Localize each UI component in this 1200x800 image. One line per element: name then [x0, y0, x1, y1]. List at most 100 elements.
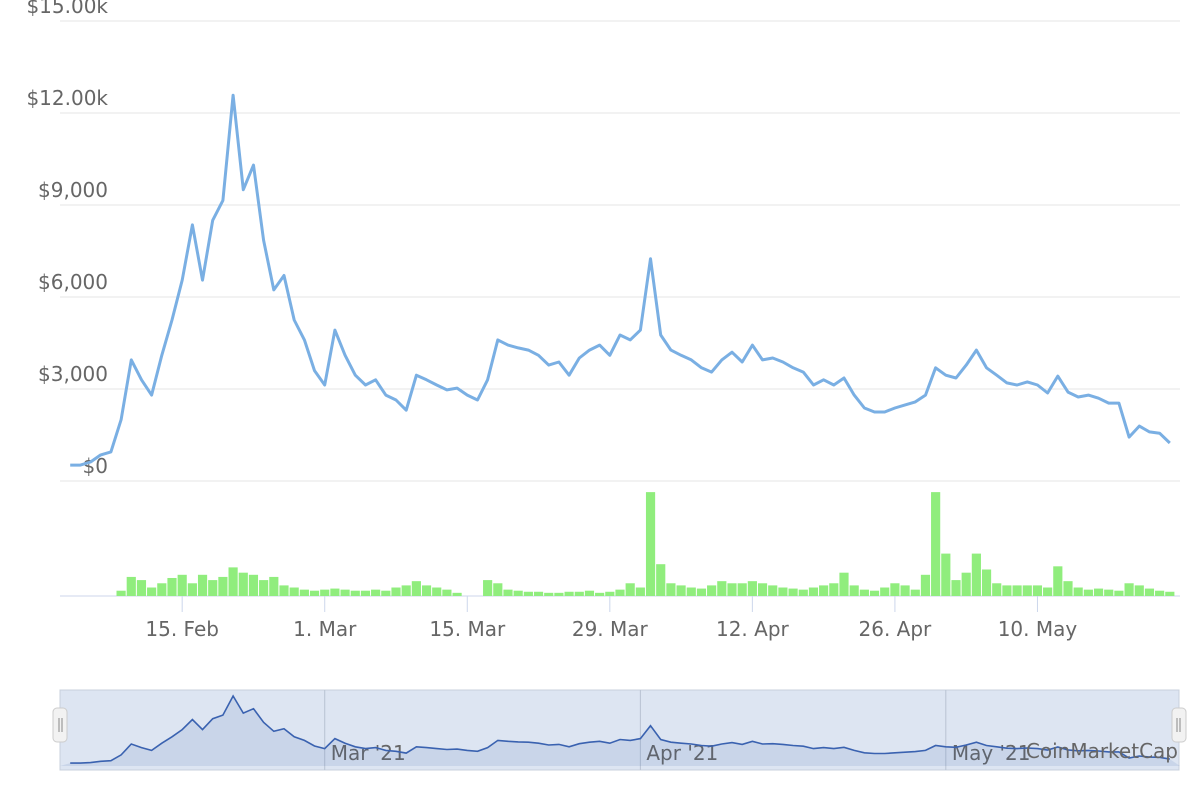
volume-bar — [1165, 591, 1175, 596]
volume-bar — [696, 588, 707, 596]
volume-bar — [717, 581, 727, 596]
volume-bar — [309, 590, 320, 596]
volume-bar — [1083, 589, 1093, 596]
volume-bar — [1134, 585, 1144, 596]
volume-bar — [452, 592, 462, 596]
volume-bar — [1093, 588, 1104, 596]
volume-bar — [1155, 590, 1165, 596]
volume-bar — [798, 589, 808, 596]
volume-bar — [238, 572, 248, 596]
y-tick-label: $6,000 — [38, 270, 108, 294]
volume-bar — [320, 589, 330, 596]
volume-bar — [116, 590, 126, 596]
volume-bar — [269, 576, 279, 596]
volume-bar — [1124, 583, 1134, 596]
y-tick-label: $9,000 — [38, 178, 108, 202]
volume-bar — [391, 587, 401, 596]
volume-bar — [279, 585, 289, 596]
volume-bar — [910, 589, 920, 596]
volume-bar — [1032, 585, 1043, 596]
volume-bar — [727, 583, 737, 596]
volume-bar — [513, 590, 523, 596]
x-tick-label: 15. Mar — [429, 617, 506, 641]
volume-bar — [187, 583, 197, 596]
volume-bar — [971, 553, 981, 596]
volume-bar — [707, 585, 717, 596]
volume-bar — [595, 592, 605, 596]
volume-bar — [136, 580, 147, 596]
volume-bar — [737, 583, 747, 596]
y-tick-label: $12.00k — [26, 86, 108, 110]
volume-bar — [544, 592, 554, 596]
volume-bar — [1012, 585, 1022, 596]
volume-bar — [778, 587, 788, 596]
volume-bar — [340, 589, 350, 596]
volume-bar — [483, 580, 493, 596]
volume-bar — [656, 564, 666, 596]
volume-bar — [1002, 585, 1012, 596]
volume-bar — [503, 589, 513, 596]
navigator-tick-label: Apr '21 — [646, 741, 718, 765]
volume-bar — [564, 591, 574, 596]
volume-bar — [442, 589, 452, 596]
volume-bar — [1063, 581, 1073, 596]
volume-bar — [381, 590, 391, 596]
volume-bar — [625, 583, 635, 596]
volume-bar — [849, 585, 859, 596]
y-tick-label: $3,000 — [38, 362, 108, 386]
volume-bar — [350, 590, 360, 596]
volume-bar — [829, 583, 839, 596]
volume-bar — [299, 589, 309, 596]
volume-bar — [523, 591, 533, 596]
volume-bar — [218, 576, 228, 596]
volume-bar — [839, 572, 849, 596]
navigator-area — [60, 696, 1180, 766]
volume-bar — [289, 587, 299, 596]
volume-bar — [1144, 588, 1155, 596]
volume-bar — [808, 587, 819, 596]
volume-bar — [747, 581, 757, 596]
volume-bar — [228, 567, 238, 596]
volume-bar — [605, 591, 615, 596]
volume-bar — [1022, 585, 1032, 596]
volume-bar — [432, 587, 442, 596]
navigator-handle-left[interactable] — [52, 707, 68, 743]
volume-bar — [819, 585, 829, 596]
volume-bar — [360, 590, 371, 596]
volume-bar — [177, 574, 187, 596]
volume-bar — [992, 583, 1002, 596]
volume-bar — [666, 583, 676, 596]
volume-bar — [259, 580, 269, 596]
x-tick-label: 29. Mar — [572, 617, 649, 641]
volume-bar — [1043, 587, 1053, 596]
x-tick-label: 10. May — [998, 617, 1078, 641]
volume-bar — [197, 574, 208, 596]
navigator-background — [59, 689, 1180, 771]
volume-bar — [869, 590, 880, 596]
volume-bar — [981, 569, 992, 596]
volume-bar — [890, 583, 900, 596]
volume-bar — [330, 588, 340, 596]
volume-bar — [1114, 590, 1124, 596]
volume-bar — [157, 583, 167, 596]
volume-bar — [920, 574, 931, 596]
volume-bar — [126, 576, 136, 596]
volume-bar — [411, 581, 421, 596]
volume-bar — [900, 585, 910, 596]
volume-bar — [686, 587, 696, 596]
volume-bar — [371, 589, 381, 596]
volume-bar — [961, 572, 971, 596]
volume-bar — [147, 587, 157, 596]
volume-bar — [584, 590, 595, 596]
y-tick-label: $15.00k — [26, 0, 108, 18]
volume-bar — [574, 591, 584, 596]
navigator-handle-right[interactable] — [1171, 707, 1187, 743]
x-tick-label: 1. Mar — [293, 617, 357, 641]
x-tick-label: 26. Apr — [859, 617, 933, 641]
navigator-handles[interactable] — [52, 707, 1187, 743]
x-tick-label: 12. Apr — [716, 617, 790, 641]
volume-bar — [554, 592, 564, 596]
volume-bar — [788, 588, 798, 596]
